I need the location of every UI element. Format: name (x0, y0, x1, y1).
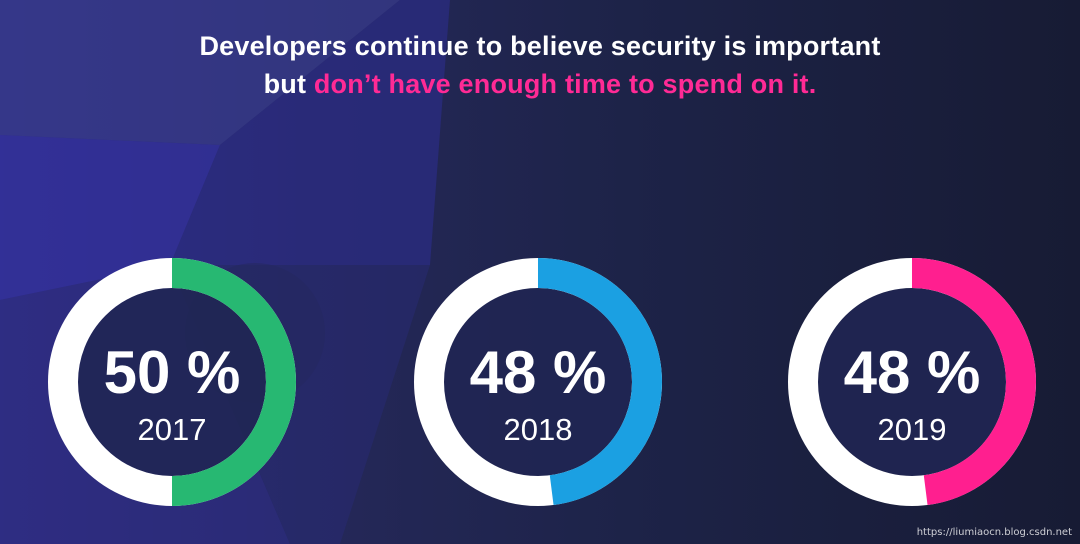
donut-value-label-2017: 50 % (104, 339, 241, 406)
headline-line-2: but don’t have enough time to spend on i… (0, 65, 1080, 103)
donut-center-2017 (78, 288, 266, 476)
donut-chart-2019: 48 % 2019 (788, 258, 1036, 506)
donut-year-label-2018: 2018 (504, 412, 573, 447)
headline-line-1: Developers continue to believe security … (199, 31, 881, 61)
donut-center-2019 (818, 288, 1006, 476)
donut-year-label-2017: 2017 (138, 412, 207, 447)
headline: Developers continue to believe security … (0, 27, 1080, 103)
donut-year-label-2019: 2019 (878, 412, 947, 447)
headline-line-2-prefix: but (263, 69, 314, 99)
watermark-url: https://liumiaocn.blog.csdn.net (916, 527, 1072, 538)
donut-chart-2017: 50 % 2017 (48, 258, 296, 506)
donut-value-arc-2019 (911, 258, 1036, 506)
donut-value-arc-2017 (171, 258, 296, 506)
donut-center-2018 (444, 288, 632, 476)
donut-value-label-2018: 48 % (470, 339, 607, 406)
donut-chart-2018: 48 % 2018 (414, 258, 662, 506)
donut-value-arc-2018 (537, 258, 662, 506)
headline-line-2-highlight: don’t have enough time to spend on it. (313, 69, 817, 99)
donut-value-label-2019: 48 % (844, 339, 981, 406)
